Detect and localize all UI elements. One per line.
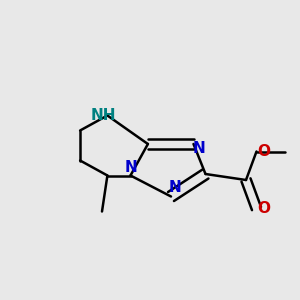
Text: N: N	[124, 160, 137, 175]
Text: O: O	[257, 144, 271, 159]
Text: N: N	[169, 180, 182, 195]
Text: N: N	[193, 141, 206, 156]
Text: NH: NH	[90, 108, 116, 123]
Text: O: O	[257, 201, 271, 216]
